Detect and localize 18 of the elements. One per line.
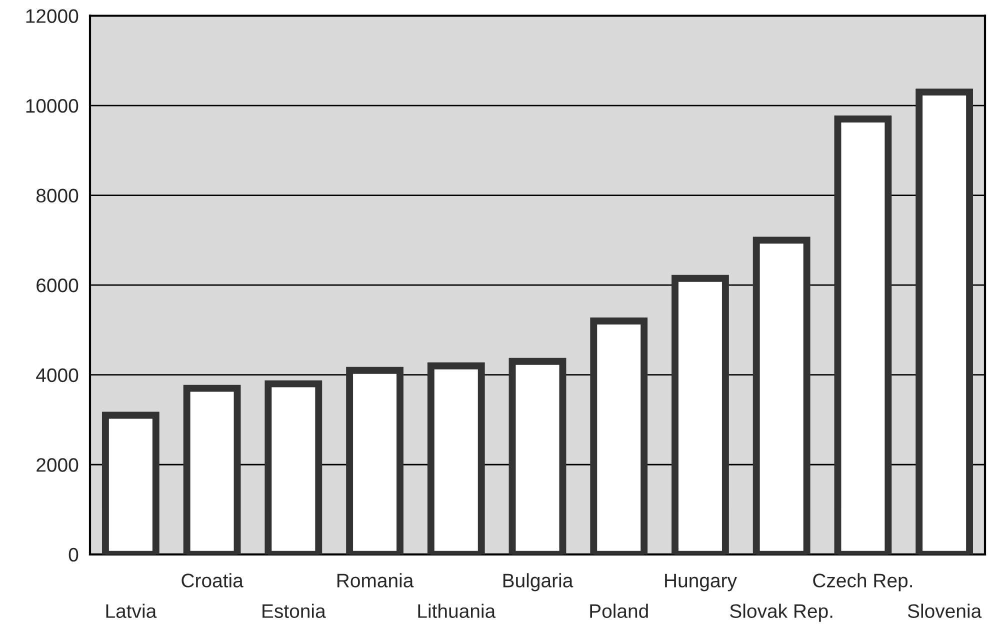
y-tick-label: 2000 — [36, 458, 78, 472]
y-tick-label: 0 — [68, 548, 78, 562]
x-tick-label: Poland — [590, 604, 648, 618]
x-tick-label: Romania — [337, 573, 414, 588]
x-tick-label: Czech Rep. — [813, 573, 912, 592]
y-tick-label: 8000 — [36, 188, 78, 203]
x-tick-label: Hungary — [665, 574, 737, 592]
x-tick-label: Slovak Rep. — [730, 604, 832, 622]
y-tick-label: 4000 — [36, 368, 78, 382]
x-tick-label: Bulgaria — [503, 573, 574, 592]
x-tick-label: Estonia — [262, 604, 326, 618]
x-tick-label: Latvia — [106, 604, 157, 618]
y-tick-label: 6000 — [36, 278, 78, 292]
y-tick-label: 10000 — [26, 98, 78, 113]
x-tick-label: Slovenia — [908, 604, 982, 618]
x-tick-label: Lithuania — [418, 604, 496, 618]
y-tick-label: 12000 — [26, 9, 78, 23]
x-tick-label: Croatia — [182, 573, 244, 588]
